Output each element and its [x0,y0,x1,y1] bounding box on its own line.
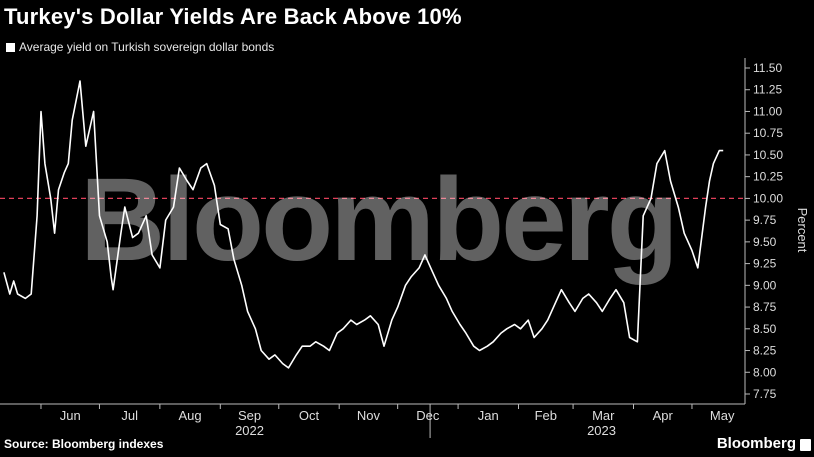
brand-mark-icon [800,439,811,451]
source-note: Source: Bloomberg indexes [4,437,164,451]
x-tick-label: Jun [60,408,81,423]
chart-title: Turkey's Dollar Yields Are Back Above 10… [4,4,462,29]
year-label: 2023 [587,423,616,438]
x-tick-label: Jan [478,408,499,423]
y-tick-label: 8.00 [753,365,777,379]
legend: Average yield on Turkish sovereign dolla… [6,40,274,54]
y-tick-label: 9.75 [753,213,777,227]
x-tick-label: Sep [238,408,261,423]
brand-logo: Bloomberg [716,435,796,452]
x-tick-label: Nov [357,408,381,423]
y-tick-label: 9.00 [753,278,777,292]
x-tick-label: Oct [299,408,320,423]
y-tick-label: 11.50 [753,61,782,75]
x-tick-label: Apr [653,408,674,423]
x-tick-label: Dec [416,408,440,423]
y-tick-label: 10.25 [753,170,783,184]
x-tick-label: Aug [179,408,202,423]
y-tick-label: 8.50 [753,322,777,336]
x-tick-label: Jul [121,408,138,423]
y-tick-label: 9.50 [753,235,777,249]
year-label: 2022 [235,423,264,438]
y-tick-label: 9.25 [753,257,777,271]
y-tick-label: 8.25 [753,344,777,358]
series-line [3,80,724,369]
legend-label: Average yield on Turkish sovereign dolla… [19,40,275,54]
x-tick-label: May [710,408,735,423]
x-tick-label: Feb [535,408,557,423]
legend-swatch [6,42,15,52]
y-tick-label: 8.75 [753,300,777,314]
y-tick-label: 10.00 [753,191,783,205]
y-tick-label: 10.75 [753,126,783,140]
x-tick-label: Mar [592,408,615,423]
y-tick-label: 10.50 [753,148,783,162]
y-tick-label: 11.25 [753,83,782,97]
y-tick-label: 11.00 [753,104,782,118]
y-tick-label: 7.75 [753,387,777,401]
y-axis-title: Percent [795,208,810,253]
